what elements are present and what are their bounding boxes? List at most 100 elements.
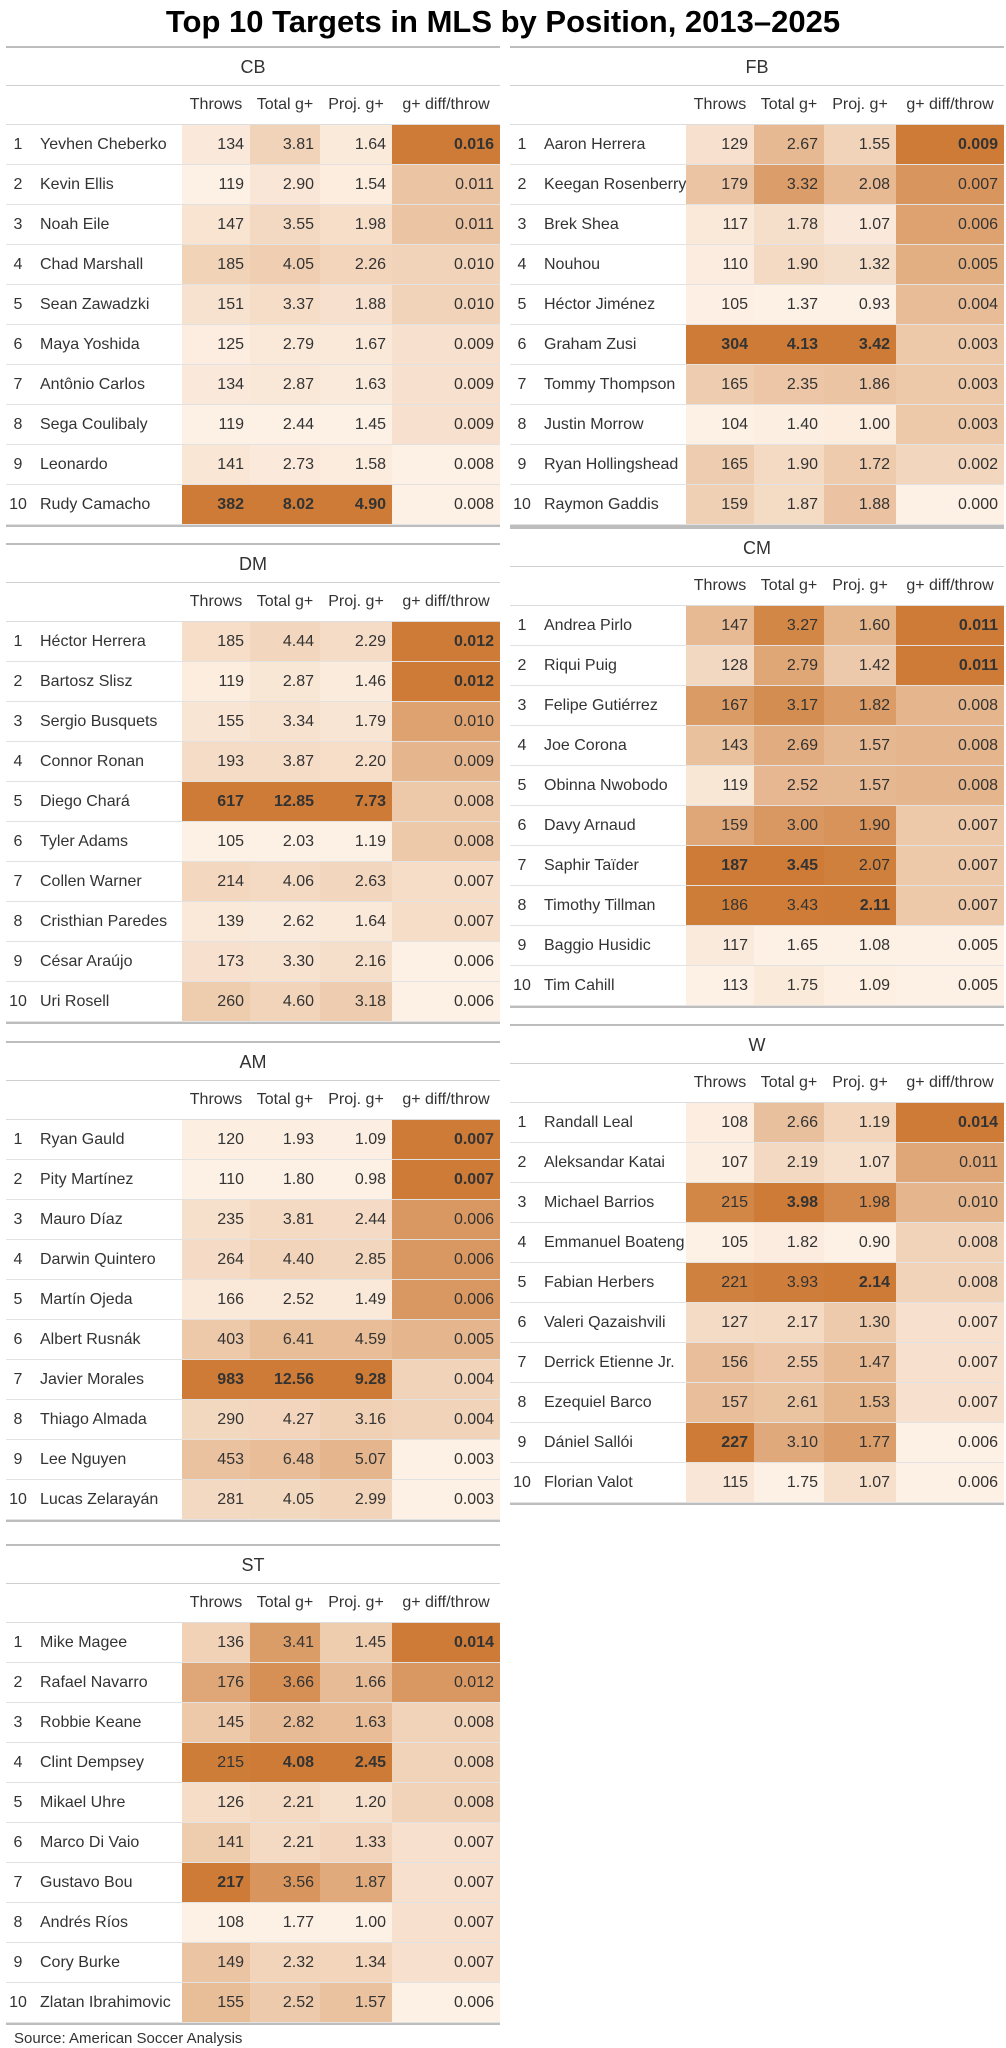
- value-cell-diff: 0.003: [392, 1440, 500, 1479]
- rank-label: 5: [517, 777, 527, 794]
- panel-header: AM: [6, 1041, 500, 1081]
- value-cell-proj: 1.82: [824, 686, 896, 725]
- rank-label: 10: [9, 496, 27, 513]
- value-cell-total: 1.65: [754, 926, 824, 965]
- player-name: Javier Morales: [40, 1371, 145, 1388]
- rank-label: 6: [517, 336, 527, 353]
- value-cell-throws: 215: [686, 1183, 754, 1222]
- table-row: 3 Michael Barrios 215 3.98 1.98 0.010: [510, 1183, 1004, 1223]
- value-cell-diff: 0.007: [896, 886, 1004, 925]
- value-cell-diff: 0.007: [392, 902, 500, 941]
- value-cell-diff: 0.003: [896, 325, 1004, 364]
- panel-header: FB: [510, 46, 1004, 86]
- value-cell-diff: 0.003: [896, 405, 1004, 444]
- rank-label: 9: [517, 937, 527, 954]
- value-cell-proj: 0.90: [824, 1223, 896, 1262]
- value-cell-proj: 1.09: [824, 966, 896, 1005]
- table-row: 5 Obinna Nwobodo 119 2.52 1.57 0.008: [510, 766, 1004, 806]
- value-cell-total: 1.77: [250, 1903, 320, 1942]
- value-cell-diff: 0.006: [896, 1423, 1004, 1462]
- value-cell-throws: 185: [182, 622, 250, 661]
- player-name: Cory Burke: [40, 1954, 121, 1971]
- value-cell-diff: 0.014: [392, 1623, 500, 1662]
- value-cell-throws: 157: [686, 1383, 754, 1422]
- value-cell-total: 2.21: [250, 1783, 320, 1822]
- rank-label: 7: [13, 873, 23, 890]
- rank-label: 4: [13, 1251, 23, 1268]
- rank-label: 6: [13, 833, 23, 850]
- player-name: Mauro Díaz: [40, 1211, 123, 1228]
- value-cell-total: 2.21: [250, 1823, 320, 1862]
- rank-label: 10: [513, 977, 531, 994]
- value-cell-total: 2.79: [250, 325, 320, 364]
- player-name: Kevin Ellis: [40, 176, 114, 193]
- player-name: Connor Ronan: [40, 753, 145, 770]
- panel-am: AM Throws Total g+ Proj. g+ g+ diff/throw 1 Ry…: [6, 1041, 500, 1522]
- value-cell-throws: 110: [686, 245, 754, 284]
- player-name: Graham Zusi: [544, 336, 637, 353]
- player-name: Mike Magee: [40, 1634, 128, 1651]
- value-cell-diff: 0.009: [392, 325, 500, 364]
- value-cell-throws: 165: [686, 365, 754, 404]
- value-cell-total: 6.48: [250, 1440, 320, 1479]
- value-cell-proj: 3.42: [824, 325, 896, 364]
- value-cell-diff: 0.011: [896, 646, 1004, 685]
- value-cell-proj: 1.33: [320, 1823, 392, 1862]
- rank-label: 5: [13, 1794, 23, 1811]
- table-row: 9 Leonardo 141 2.73 1.58 0.008: [6, 445, 500, 485]
- value-cell-diff: 0.012: [392, 662, 500, 701]
- column-header-row: Throws Total g+ Proj. g+ g+ diff/throw: [6, 86, 500, 125]
- value-cell-total: 4.08: [250, 1743, 320, 1782]
- value-cell-throws: 159: [686, 806, 754, 845]
- rank-label: 1: [517, 617, 527, 634]
- value-cell-proj: 1.64: [320, 125, 392, 164]
- column-header: Total g+: [256, 96, 314, 113]
- rank-label: 5: [13, 296, 23, 313]
- table-row: 10 Lucas Zelarayán 281 4.05 2.99 0.003: [6, 1480, 500, 1520]
- player-name: Marco Di Vaio: [40, 1834, 140, 1851]
- rank-label: 3: [13, 1211, 23, 1228]
- rank-label: 6: [13, 336, 23, 353]
- value-cell-total: 1.90: [754, 245, 824, 284]
- value-cell-total: 2.90: [250, 165, 320, 204]
- table-row: 10 Rudy Camacho 382 8.02 4.90 0.008: [6, 485, 500, 525]
- value-cell-proj: 1.55: [824, 125, 896, 164]
- rank-label: 2: [13, 673, 23, 690]
- player-name: Fabian Herbers: [544, 1274, 655, 1291]
- player-name: Aaron Herrera: [544, 136, 646, 153]
- value-cell-throws: 136: [182, 1623, 250, 1662]
- rank-label: 1: [517, 1114, 527, 1131]
- value-cell-proj: 1.47: [824, 1343, 896, 1382]
- value-cell-total: 2.52: [250, 1280, 320, 1319]
- table-row: 3 Robbie Keane 145 2.82 1.63 0.008: [6, 1703, 500, 1743]
- rank-label: 4: [13, 1754, 23, 1771]
- table-row: 7 Saphir Taïder 187 3.45 2.07 0.007: [510, 846, 1004, 886]
- value-cell-total: 2.82: [250, 1703, 320, 1742]
- value-cell-throws: 105: [686, 285, 754, 324]
- column-header: Throws: [189, 1091, 243, 1108]
- value-cell-diff: 0.008: [392, 822, 500, 861]
- table-row: 4 Clint Dempsey 215 4.08 2.45 0.008: [6, 1743, 500, 1783]
- value-cell-diff: 0.011: [896, 606, 1004, 645]
- column-header: g+ diff/throw: [906, 577, 994, 594]
- table-row: 2 Riqui Puig 128 2.79 1.42 0.011: [510, 646, 1004, 686]
- player-name: Yevhen Cheberko: [40, 136, 167, 153]
- value-cell-throws: 215: [182, 1743, 250, 1782]
- rank-label: 4: [13, 753, 23, 770]
- table-row: 4 Connor Ronan 193 3.87 2.20 0.009: [6, 742, 500, 782]
- value-cell-total: 2.35: [754, 365, 824, 404]
- value-cell-diff: 0.011: [392, 165, 500, 204]
- panel-bottom-rule: [6, 1022, 500, 1024]
- value-cell-diff: 0.006: [392, 1280, 500, 1319]
- player-name: Andrés Ríos: [40, 1914, 129, 1931]
- player-name: Thiago Almada: [40, 1411, 147, 1428]
- value-cell-diff: 0.006: [392, 1200, 500, 1239]
- value-cell-proj: 4.90: [320, 485, 392, 524]
- value-cell-proj: 2.16: [320, 942, 392, 981]
- column-header-row: Throws Total g+ Proj. g+ g+ diff/throw: [510, 567, 1004, 606]
- value-cell-diff: 0.009: [392, 405, 500, 444]
- player-name: Baggio Husidic: [544, 937, 651, 954]
- value-cell-diff: 0.008: [896, 726, 1004, 765]
- value-cell-proj: 2.14: [824, 1263, 896, 1302]
- value-cell-proj: 1.88: [824, 485, 896, 524]
